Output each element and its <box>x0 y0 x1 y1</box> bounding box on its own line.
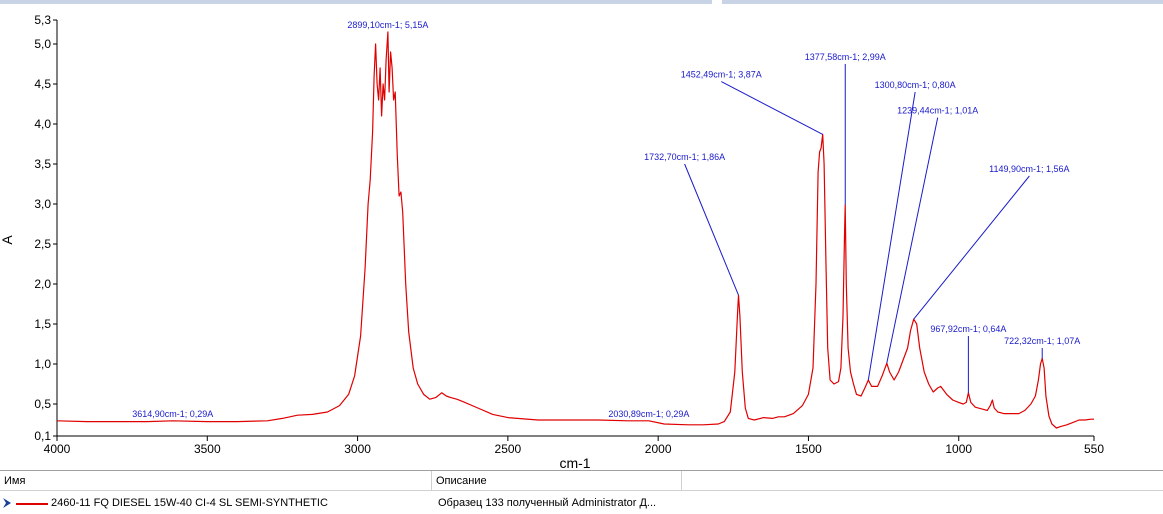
x-axis-label: cm-1 <box>559 455 590 470</box>
peak-leader-line <box>684 163 739 296</box>
spectra-legend-panel: Имя Описание 2460-11 FQ DIESEL 15W-40 CI… <box>0 470 1163 514</box>
y-tick-label: 0,5 <box>34 397 51 411</box>
peak-annotation: 722,32cm-1; 1,07A <box>1004 336 1080 346</box>
chart-axes: 0,1 0,5 1,0 1,5 2,0 2,5 3,0 3,5 4,0 4,5 5,0 5,3 4000… <box>34 13 1104 456</box>
legend-row[interactable]: 2460-11 FQ DIESEL 15W-40 CI-4 SL SEMI-SY… <box>0 492 1163 514</box>
legend-series-description: Образец 133 полученный Administrator Д..… <box>438 497 657 509</box>
y-tick-label: 5,3 <box>34 13 51 27</box>
peak-annotation: 1732,70cm-1; 1,86A <box>644 152 725 162</box>
peak-annotation: 2030,89cm-1; 0,29A <box>608 409 689 419</box>
y-tick-label: 2,5 <box>34 237 51 251</box>
x-tick-label: 550 <box>1084 442 1104 456</box>
x-tick-label: 4000 <box>44 442 71 456</box>
peak-annotation: 2899,10cm-1; 5,15A <box>347 20 428 30</box>
peak-leader-line <box>721 81 823 135</box>
y-tick-label: 5,0 <box>34 37 51 51</box>
peak-leader-line <box>867 91 916 381</box>
series-color-swatch <box>16 503 48 505</box>
peak-leader-line <box>886 117 939 364</box>
legend-series-name: 2460-11 FQ DIESEL 15W-40 CI-4 SL SEMI-SY… <box>51 497 328 509</box>
arrow-right-icon <box>3 498 11 508</box>
x-tick-label: 2500 <box>495 442 522 456</box>
top-strip-segment <box>722 0 1163 4</box>
annotation-layer: 2899,10cm-1; 5,15A 1452,49cm-1; 3,87A 1377… <box>132 20 1080 419</box>
y-tick-label: 2,0 <box>34 277 51 291</box>
legend-column-header-name[interactable]: Имя <box>0 471 432 491</box>
window-top-strip <box>0 0 1163 4</box>
peak-annotation: 1452,49cm-1; 3,87A <box>681 70 762 80</box>
y-tick-label: 3,0 <box>34 197 51 211</box>
legend-column-header-description[interactable]: Описание <box>432 471 682 491</box>
legend-column-header-empty <box>682 471 1163 491</box>
x-tick-label: 3500 <box>194 442 221 456</box>
y-tick-label: 1,5 <box>34 317 51 331</box>
peak-annotation: 3614,90cm-1; 0,29A <box>132 409 213 419</box>
peak-annotation: 1300,80cm-1; 0,80A <box>875 80 956 90</box>
x-tick-label: 2000 <box>645 442 672 456</box>
top-strip-segment <box>0 0 712 4</box>
spectrum-chart[interactable]: 0,1 0,5 1,0 1,5 2,0 2,5 3,0 3,5 4,0 4,5 5,0 5,3 4000… <box>0 4 1163 470</box>
peak-annotation: 967,92cm-1; 0,64A <box>930 324 1006 334</box>
x-tick-label: 1000 <box>945 442 972 456</box>
peak-annotation: 1377,58cm-1; 2,99A <box>805 52 886 62</box>
x-tick-label: 3000 <box>344 442 371 456</box>
y-tick-label: 1,0 <box>34 357 51 371</box>
y-tick-label: 4,5 <box>34 77 51 91</box>
y-tick-label: 4,0 <box>34 117 51 131</box>
spectrum-series-line <box>56 31 1094 429</box>
y-tick-label: 0,1 <box>34 429 51 443</box>
peak-annotation: 1239,44cm-1; 1,01A <box>897 106 978 116</box>
series-layer <box>56 31 1094 429</box>
peak-leader-line <box>913 175 1030 320</box>
y-tick-label: 3,5 <box>34 157 51 171</box>
peak-annotation: 1149,90cm-1; 1,56A <box>989 164 1069 174</box>
x-tick-label: 1500 <box>795 442 822 456</box>
y-axis-label: A <box>0 235 15 245</box>
